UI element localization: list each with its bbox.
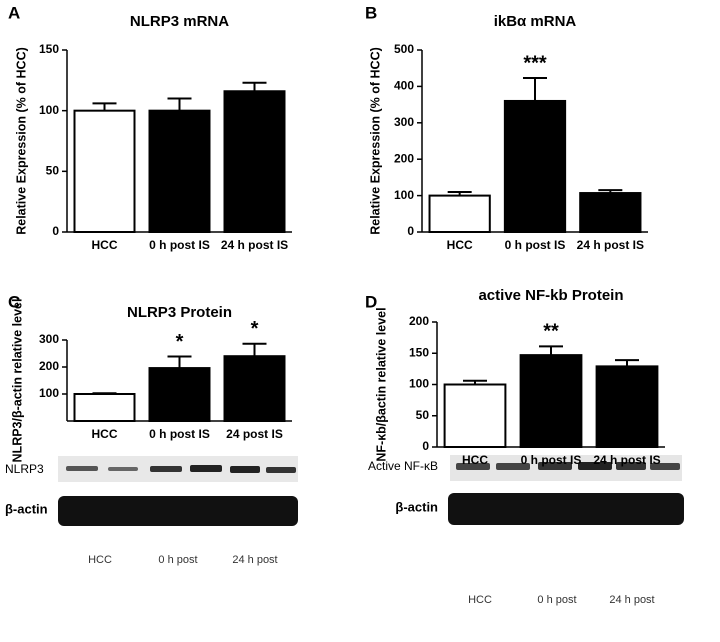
panel-label: C <box>8 292 20 311</box>
significance: * <box>176 331 184 353</box>
blot-row-label: Active NF-κB <box>368 459 438 473</box>
y-tick-label: 200 <box>39 359 59 373</box>
blot-row-label: β-actin <box>5 501 48 516</box>
bar <box>595 365 659 448</box>
blot-d <box>448 455 684 525</box>
x-tick-label: HCC <box>447 238 473 252</box>
x-tick-label: 24 h post IS <box>221 238 288 252</box>
significance: * <box>251 318 259 340</box>
bar <box>73 109 136 233</box>
y-tick-label: 0 <box>407 224 414 238</box>
bar <box>579 192 642 234</box>
y-tick-label: 100 <box>409 377 429 391</box>
blot-lane-label: 24 h post <box>609 594 654 606</box>
bar <box>519 354 583 448</box>
bar <box>223 90 286 234</box>
y-tick-label: 0 <box>422 439 429 453</box>
blot-lane-label: HCC <box>468 594 492 606</box>
significance: *** <box>523 52 547 74</box>
y-tick-label: 50 <box>416 408 430 422</box>
blot-lane-label: HCC <box>88 554 112 566</box>
y-tick-label: 50 <box>46 164 60 178</box>
blot-lane-label: 0 h post <box>537 594 576 606</box>
x-tick-label: HCC <box>462 453 488 467</box>
bar <box>73 393 136 422</box>
y-tick-label: 0 <box>52 224 59 238</box>
y-tick-label: 500 <box>394 42 414 56</box>
panel-label: D <box>365 292 377 311</box>
significance: ** <box>543 321 559 343</box>
y-tick-label: 400 <box>394 79 414 93</box>
x-tick-label: 0 h post IS <box>149 238 210 252</box>
blot-lane-label: 24 h post <box>232 554 277 566</box>
y-axis-label: NF-κb/βactin relative level <box>374 307 388 461</box>
bar <box>443 383 507 448</box>
chart-title: active NF-kb Protein <box>478 287 623 304</box>
x-tick-label: 24 post IS <box>226 427 283 441</box>
chart-title: ikBα mRNA <box>494 13 577 30</box>
x-tick-label: 0 h post IS <box>505 238 566 252</box>
y-tick-label: 300 <box>39 332 59 346</box>
y-axis-label: Relative Expression (% of HCC) <box>14 47 28 235</box>
y-tick-label: 300 <box>394 115 414 129</box>
y-tick-label: 100 <box>394 188 414 202</box>
blot-row-label: β-actin <box>395 499 438 514</box>
bar <box>223 355 286 423</box>
y-axis-label: NLRP3/β-actin relative level <box>10 299 24 463</box>
y-tick-label: 200 <box>409 314 429 328</box>
x-tick-label: HCC <box>92 427 118 441</box>
y-axis-label: Relative Expression (% of HCC) <box>368 47 382 235</box>
bar <box>503 99 567 233</box>
blot-lane-label: 0 h post <box>158 554 197 566</box>
chart-title: NLRP3 mRNA <box>130 13 229 30</box>
x-tick-label: 24 h post IS <box>577 238 644 252</box>
x-tick-label: HCC <box>92 238 118 252</box>
blot-c <box>58 456 298 526</box>
y-tick-label: 200 <box>394 151 414 165</box>
bar <box>428 194 491 234</box>
blot-row-label: NLRP3 <box>5 462 44 476</box>
x-tick-label: 24 h post IS <box>593 453 660 467</box>
bar <box>148 109 211 233</box>
y-tick-label: 100 <box>39 103 59 117</box>
panel-label: A <box>8 3 20 22</box>
chart-title: NLRP3 Protein <box>127 304 232 321</box>
x-tick-label: 0 h post IS <box>521 453 582 467</box>
x-tick-label: 0 h post IS <box>149 427 210 441</box>
panel-label: B <box>365 3 377 22</box>
y-tick-label: 150 <box>39 42 59 56</box>
bar <box>148 367 211 422</box>
y-tick-label: 150 <box>409 345 429 359</box>
y-tick-label: 100 <box>39 386 59 400</box>
